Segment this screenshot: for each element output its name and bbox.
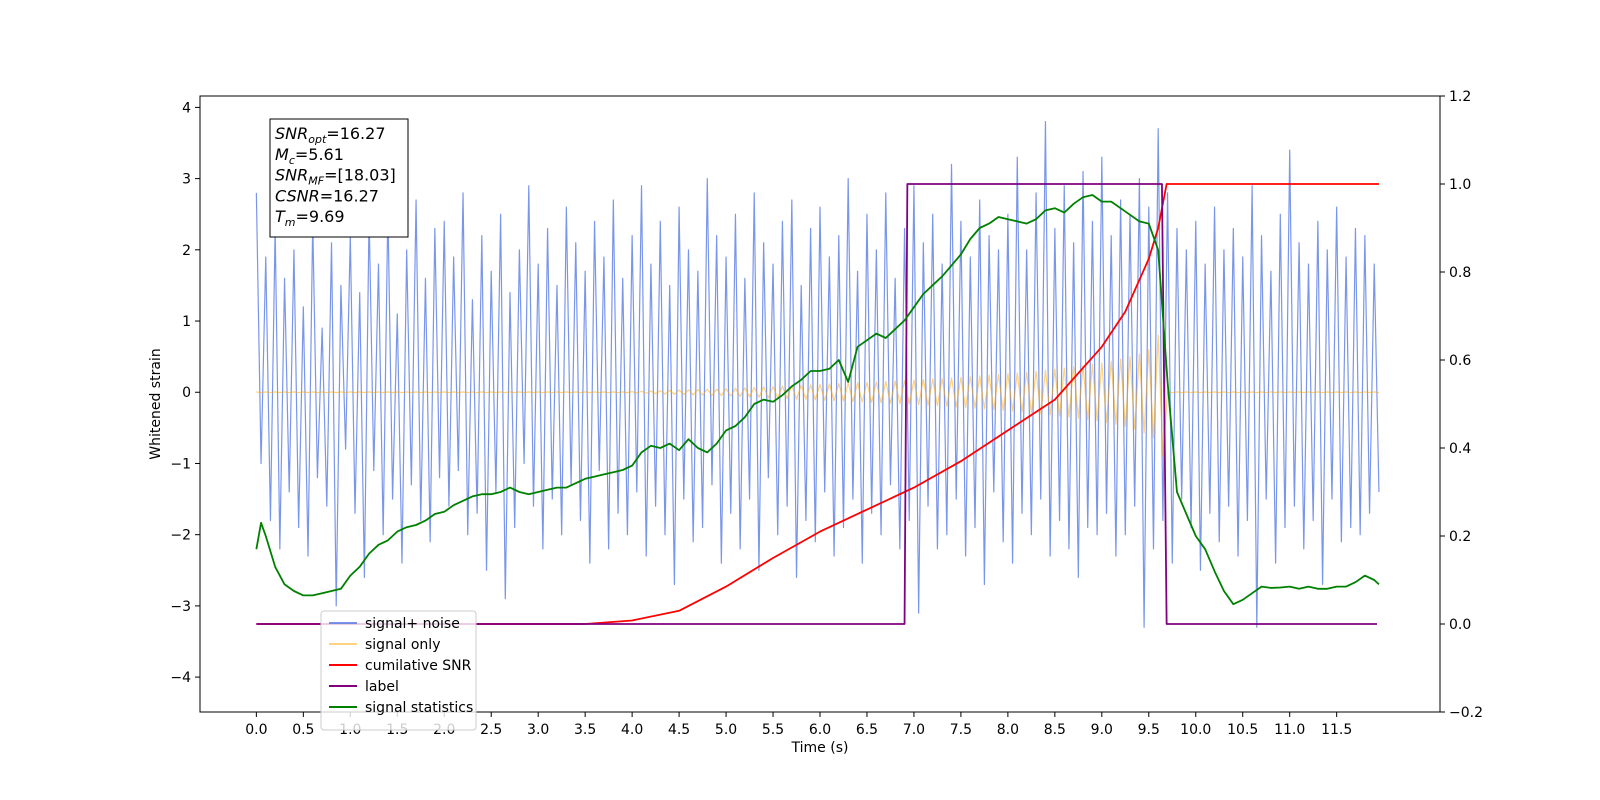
annotation-sub: m [285,216,296,229]
legend-label: signal+ noise [365,616,460,632]
y2-tick-label: 0.4 [1449,441,1471,457]
annotation: CSNR=16.27 [275,186,379,205]
annotation-main: SNR [275,124,308,143]
annotation-value: =5.61 [295,145,344,164]
y2-tick-label: 0.2 [1449,529,1471,545]
x-axis-label: Time (s) [791,740,849,756]
annotation-sub: c [289,154,295,167]
x-tick-label: 5.5 [762,722,784,738]
x-tick-label: 11.0 [1274,722,1305,738]
annotation-main: SNR [275,166,308,185]
annotation-main: CSNR [275,186,320,205]
y-tick-label: −1 [170,456,191,472]
annotation-sub: opt [308,133,327,146]
x-tick-label: 10.5 [1227,722,1258,738]
annotation-value: =[18.03] [324,166,396,185]
annotation-value: =16.27 [320,186,379,205]
x-tick-label: 3.5 [574,722,596,738]
y2-tick-label: 0.0 [1449,617,1471,633]
x-tick-label: 4.5 [668,722,690,738]
x-tick-label: 7.0 [903,722,925,738]
annotation: SNRMF=[18.03] [275,166,396,188]
y2-tick-label: 1.0 [1449,177,1471,193]
x-tick-label: 10.0 [1180,722,1211,738]
y-tick-label: −4 [170,670,191,686]
annotation: SNRopt=16.27 [275,124,386,146]
plot-area [255,121,1380,628]
x-tick-label: 5.0 [715,722,737,738]
legend-label: signal only [365,637,440,653]
y2-tick-label: 1.2 [1449,89,1471,105]
x-tick-label: 0.5 [292,722,314,738]
legend-box [320,610,477,731]
annotation-value: =16.27 [326,124,385,143]
annotation-main: T [275,207,286,226]
x-tick-label: 0.0 [245,722,267,738]
y-tick-label: 1 [182,314,191,330]
y2-tick-label: 0.6 [1449,353,1471,369]
annotation: Mc=5.61 [275,145,344,167]
y-axis-label: Whitened strain [148,348,164,459]
series-line [256,183,1378,625]
series-line [255,121,1380,628]
legend-label: signal statistics [365,700,473,716]
y-tick-label: −3 [170,599,191,615]
overlay: 0.00.51.01.52.02.53.03.54.04.55.05.56.06… [170,89,1483,738]
x-tick-label: 7.5 [950,722,972,738]
series-line [255,194,1380,606]
x-tick-label: 4.0 [621,722,643,738]
annotation-value: =9.69 [296,207,345,226]
y-tick-label: 3 [182,172,191,188]
x-tick-label: 6.0 [809,722,831,738]
x-tick-label: 11.5 [1321,722,1352,738]
series-line [256,183,1379,625]
x-tick-label: 6.5 [856,722,878,738]
legend-label: cumilative SNR [365,658,472,674]
y2-tick-label: −0.2 [1449,705,1483,721]
annotation-main: M [275,145,289,164]
annotation: Tm=9.69 [275,207,345,229]
x-tick-label: 9.5 [1138,722,1160,738]
legend-label: label [365,679,399,695]
x-tick-label: 9.0 [1091,722,1113,738]
y-tick-label: 4 [182,100,191,116]
x-tick-label: 8.0 [997,722,1019,738]
x-tick-label: 3.0 [527,722,549,738]
y2-tick-label: 0.8 [1449,265,1471,281]
series-line [256,334,1380,457]
x-tick-label: 2.5 [480,722,502,738]
y-tick-label: 0 [182,385,191,401]
y-tick-label: −2 [170,528,191,544]
x-tick-label: 8.5 [1044,722,1066,738]
annotation-box [269,118,409,238]
annotation-sub: MF [308,175,324,188]
y-tick-label: 2 [182,243,191,259]
